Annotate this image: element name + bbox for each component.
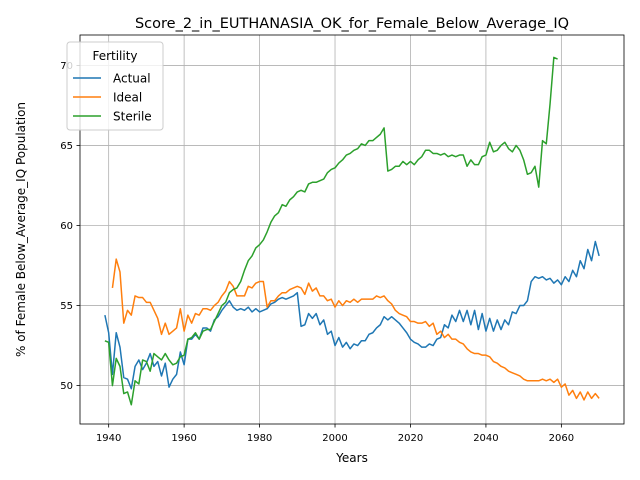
x-tick-label: 2060 <box>549 433 574 444</box>
y-tick-label: 65 <box>60 141 73 152</box>
x-tick-label: 1940 <box>96 433 121 444</box>
x-tick-label: 2000 <box>322 433 347 444</box>
y-tick-label: 60 <box>60 221 73 232</box>
legend-items: Actual Ideal Sterile <box>73 72 152 124</box>
plot-frame <box>79 34 625 425</box>
x-tick-label: 1960 <box>171 433 196 444</box>
x-axis-ticks: 1940 1960 1980 2000 2020 2040 2060 <box>96 424 574 444</box>
series-line-ideal <box>111 258 600 401</box>
legend-label-ideal: Ideal <box>113 91 142 105</box>
legend-box <box>66 41 164 131</box>
legend-label-sterile: Sterile <box>113 110 152 124</box>
series-line-sterile <box>104 56 558 406</box>
chart-title: Score_2_in_EUTHANASIA_OK_for_Female_Belo… <box>135 16 569 32</box>
legend: Fertility Actual Ideal Sterile <box>66 41 164 131</box>
y-axis-label: % of Female Below_Average_IQ Population <box>14 102 28 357</box>
y-tick-label: 55 <box>60 301 73 312</box>
grid-lines <box>80 35 624 424</box>
y-tick-label: 50 <box>60 381 73 392</box>
legend-label-actual: Actual <box>113 72 151 86</box>
x-tick-label: 2040 <box>473 433 498 444</box>
x-tick-label: 2020 <box>398 433 423 444</box>
series-lines <box>104 56 600 406</box>
x-tick-label: 1980 <box>247 433 272 444</box>
legend-title: Fertility <box>92 49 137 63</box>
x-axis-label: Years <box>335 451 368 465</box>
